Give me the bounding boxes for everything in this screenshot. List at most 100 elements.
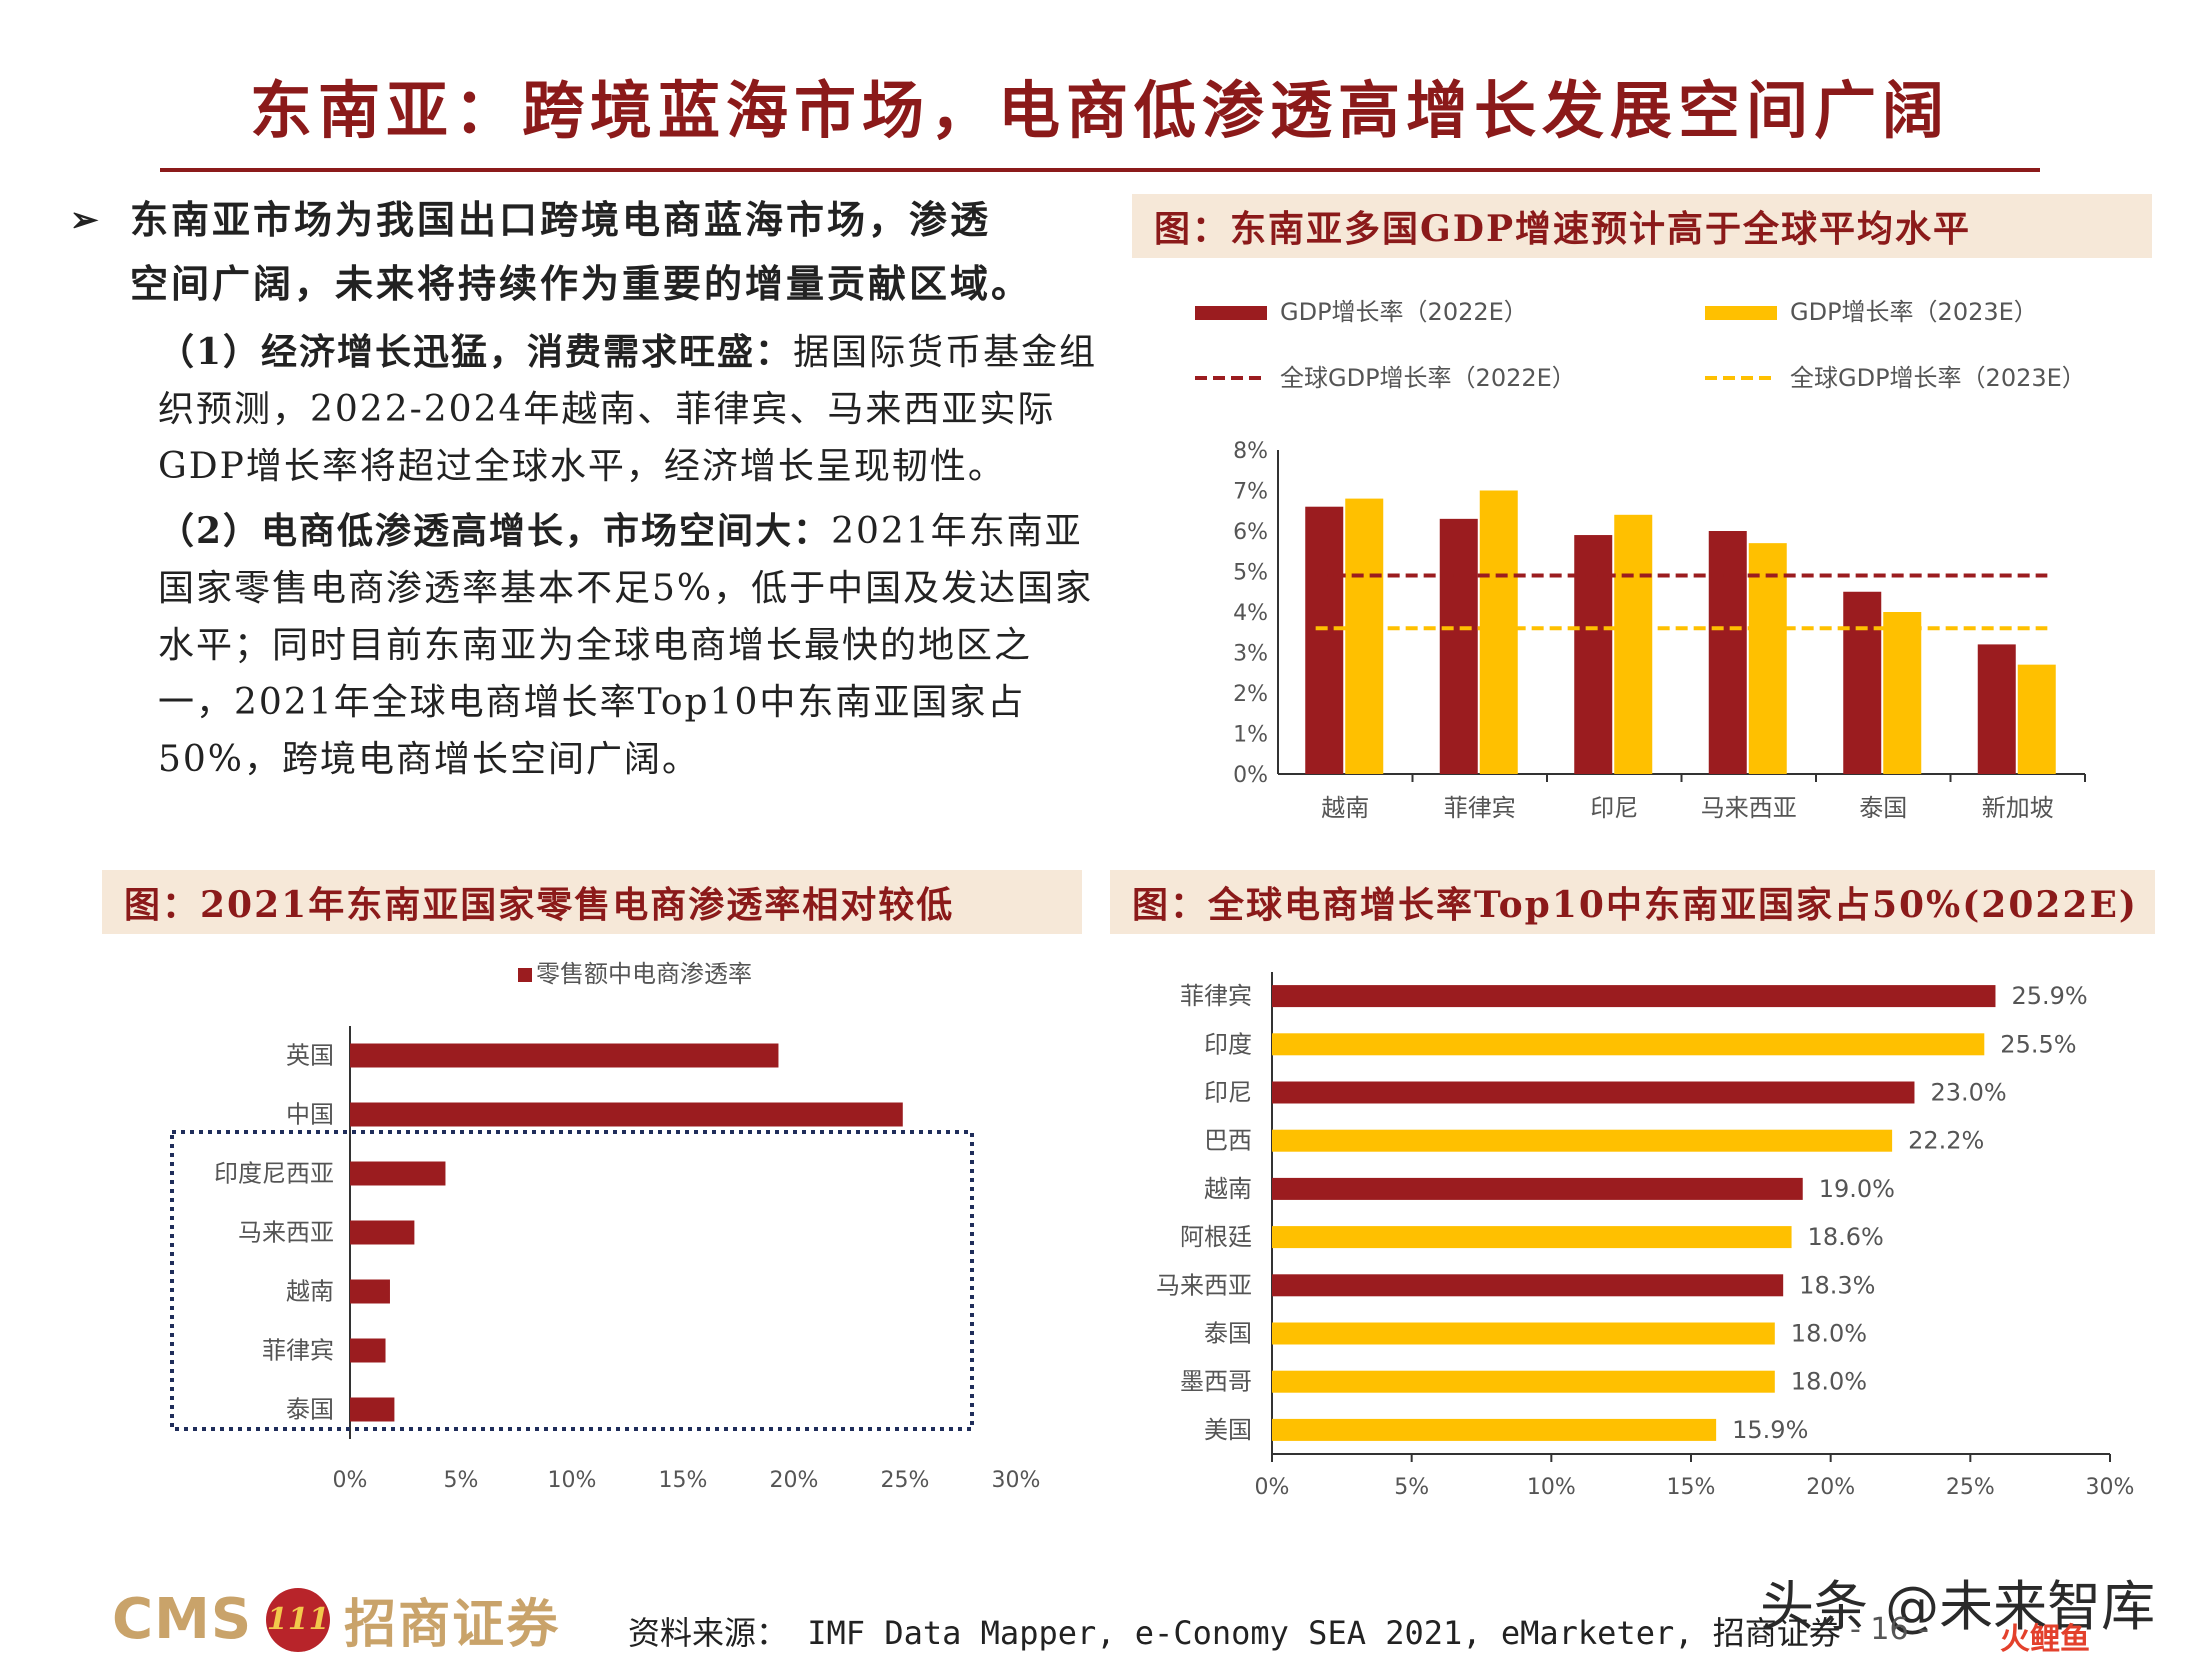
gdp-legend: GDP增长率（2022E） GDP增长率（2023E） 全球GDP增长率（202…: [1195, 298, 2086, 392]
growth-category-label: 泰国: [1204, 1320, 1252, 1348]
growth-chart: 菲律宾 25.9% 印度 25.5% 印尼 23.0% 巴西 22.2% 越南 19.0% 阿根廷 1…: [1156, 972, 2134, 1500]
pen-x-tick-label: 15%: [659, 1468, 708, 1493]
pen-bar: [350, 1161, 446, 1186]
pen-bar: [350, 1102, 903, 1127]
growth-bar: [1272, 1081, 1915, 1104]
growth-data-label: 18.0%: [1791, 1320, 1867, 1348]
growth-data-label: 18.3%: [1799, 1271, 1875, 1299]
watermark: 头条 @未来智库: [1760, 1575, 2156, 1638]
gdp-y-tick-label: 6%: [1233, 520, 1268, 545]
growth-data-label: 23.0%: [1930, 1079, 2006, 1107]
growth-x-tick-label: 0%: [1255, 1475, 1290, 1500]
gdp-bar: [2017, 664, 2056, 774]
arrow-bullet-icon: ➢: [70, 200, 102, 240]
growth-category-label: 美国: [1204, 1416, 1252, 1444]
growth-bar: [1272, 1129, 1893, 1152]
growth-category-label: 阿根廷: [1180, 1223, 1252, 1251]
gdp-bar: [1708, 531, 1747, 774]
pen-bar: [350, 1043, 779, 1068]
growth-category-label: 马来西亚: [1156, 1271, 1252, 1299]
pen-x-tick-label: 25%: [881, 1468, 930, 1493]
growth-data-label: 18.0%: [1791, 1368, 1867, 1396]
bullet-line-1: 东南亚市场为我国出口跨境电商蓝海市场，渗透: [130, 197, 992, 242]
growth-data-label: 22.2%: [1908, 1127, 1984, 1155]
point-economy: （1）经济增长迅猛，消费需求旺盛：据国际货币基金组织预测，2022-2024年越…: [158, 324, 1100, 495]
gdp-category-label: 新加坡: [1982, 794, 2054, 822]
cms-logo-mark: 111: [266, 1587, 331, 1652]
sea-highlight-box: [170, 1130, 974, 1431]
growth-data-label: 19.0%: [1819, 1175, 1895, 1203]
gdp-category-label: 泰国: [1859, 794, 1907, 822]
point-heading: （1）经济增长迅猛，消费需求旺盛：: [158, 331, 794, 373]
page-title: 东南亚：跨境蓝海市场，电商低渗透高增长发展空间广阔: [249, 74, 1950, 147]
gdp-bar: [1479, 490, 1518, 774]
gdp-bar: [1977, 644, 2016, 774]
growth-category-label: 菲律宾: [1180, 982, 1252, 1010]
gdp-chart-caption: 图：东南亚多国GDP增速预计高于全球平均水平: [1132, 194, 2152, 258]
growth-x-tick-label: 15%: [1667, 1475, 1716, 1500]
legend-label-global-2022: 全球GDP增长率（2022E）: [1280, 364, 1576, 392]
gdp-y-tick-label: 2%: [1233, 682, 1268, 707]
legend-swatch-2023: [1705, 306, 1777, 320]
gdp-bar: [1574, 535, 1613, 774]
growth-data-label: 15.9%: [1732, 1416, 1808, 1444]
legend-label-global-2023: 全球GDP增长率（2023E）: [1790, 364, 2086, 392]
brand-name: 招商证券: [344, 1594, 561, 1655]
pen-bar: [350, 1279, 390, 1304]
gdp-bar: [1748, 543, 1787, 774]
pen-x-tick-label: 5%: [444, 1468, 479, 1493]
legend-label-2022: GDP增长率（2022E）: [1280, 298, 1528, 326]
growth-category-label: 印度: [1204, 1030, 1252, 1058]
growth-bar: [1272, 1274, 1784, 1297]
point-body: 2021年东南亚国家零售电商渗透率基本不足5%，低于中国及发达国家水平；同时目前…: [158, 511, 1094, 780]
pen-x-tick-label: 30%: [992, 1468, 1041, 1493]
pen-x-tick-label: 10%: [548, 1468, 597, 1493]
growth-plot-area: 菲律宾 25.9% 印度 25.5% 印尼 23.0% 巴西 22.2% 越南 19.0% 阿根廷 1…: [1156, 972, 2134, 1500]
gdp-bar: [1345, 498, 1384, 774]
growth-bar: [1272, 1322, 1775, 1345]
gdp-bar: [1843, 591, 1882, 774]
gdp-y-tick-label: 8%: [1233, 439, 1268, 464]
pen-bar: [350, 1397, 395, 1422]
growth-x-tick-label: 5%: [1394, 1475, 1429, 1500]
point-body: 据国际货币基金组织预测，2022-2024年越南、菲律宾、马来西亚实际GDP增长…: [158, 332, 1098, 487]
gdp-y-tick-label: 1%: [1233, 723, 1268, 748]
legend-label-2023: GDP增长率（2023E）: [1790, 298, 2038, 326]
growth-bar: [1272, 1226, 1792, 1249]
growth-x-tick-label: 30%: [2086, 1475, 2135, 1500]
legend-swatch-2022: [1195, 306, 1267, 320]
pen-category-label: 菲律宾: [262, 1337, 334, 1365]
gdp-bar: [1614, 514, 1653, 774]
gdp-bar: [1883, 612, 1922, 774]
growth-bar: [1272, 985, 1996, 1008]
growth-data-label: 25.5%: [2000, 1030, 2076, 1058]
gdp-category-label: 菲律宾: [1444, 794, 1516, 822]
pen-bar: [350, 1220, 415, 1245]
growth-data-label: 25.9%: [2011, 982, 2087, 1010]
growth-bar: [1272, 1033, 1985, 1056]
pen-legend-swatch: [518, 968, 532, 982]
growth-x-tick-label: 20%: [1806, 1475, 1855, 1500]
gdp-y-tick-label: 0%: [1233, 763, 1268, 788]
cms-logo-text: CMS: [112, 1587, 253, 1652]
page-number: - 16 -: [1850, 1612, 1929, 1647]
gdp-category-label: 马来西亚: [1701, 794, 1797, 822]
title-divider: [160, 168, 2040, 172]
gdp-y-tick-label: 5%: [1233, 561, 1268, 586]
growth-category-label: 越南: [1204, 1175, 1252, 1203]
gdp-y-tick-label: 4%: [1233, 601, 1268, 626]
growth-x-tick-label: 10%: [1527, 1475, 1576, 1500]
pen-legend-label: 零售额中电商渗透率: [536, 960, 752, 988]
pen-category-label: 英国: [286, 1042, 334, 1070]
growth-bar: [1272, 1177, 1803, 1200]
pen-x-tick-label: 20%: [770, 1468, 819, 1493]
bullet-line-2: 空间广阔，未来将持续作为重要的增量贡献区域。: [130, 261, 1033, 306]
bullet-item: ➢ 东南亚市场为我国出口跨境电商蓝海市场，渗透 空间广阔，未来将持续作为重要的增…: [70, 188, 1100, 316]
growth-bar: [1272, 1370, 1775, 1393]
bullet-section: ➢ 东南亚市场为我国出口跨境电商蓝海市场，渗透 空间广阔，未来将持续作为重要的增…: [70, 188, 1100, 788]
footer-brand: CMS 111 招商证券: [112, 1582, 560, 1657]
point-heading: （2）电商低渗透高增长，市场空间大：: [158, 510, 832, 552]
growth-category-label: 巴西: [1204, 1127, 1252, 1155]
